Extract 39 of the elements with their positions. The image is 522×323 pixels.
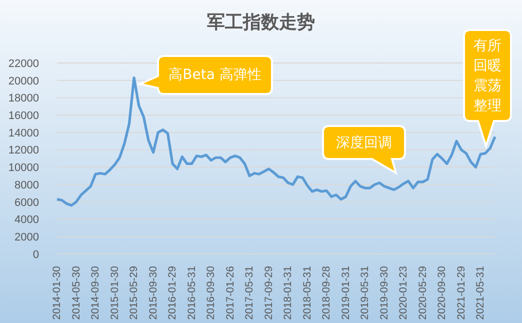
y-tick-label: 22000 (8, 58, 39, 70)
x-tick-label: 2021-01-29 (455, 266, 468, 320)
y-tick-label: 6000 (14, 196, 39, 209)
x-tick-label: 2020-01-23 (398, 266, 410, 320)
x-tick-label: 2014-01-30 (51, 266, 63, 320)
x-tick-label: 2015-09-30 (147, 266, 160, 320)
annotation: 有所回暖震荡整理 (474, 36, 502, 116)
x-tick-label: 2019-05-31 (359, 266, 372, 320)
x-tick-label: 2021-05-31 (474, 266, 487, 320)
y-tick-label: 14000 (8, 127, 39, 140)
annotation: 深度回调 (336, 134, 392, 152)
x-tick-label: 2019-01-31 (340, 266, 352, 320)
x-tick-label: 2014-09-30 (90, 266, 102, 320)
y-tick-label: 8000 (14, 179, 39, 192)
y-tick-label: 10000 (8, 162, 39, 174)
y-tick-label: 4000 (14, 214, 39, 226)
x-tick-label: 2017-05-31 (244, 266, 256, 320)
y-tick-label: 16000 (8, 110, 39, 122)
x-tick-label: 2016-05-31 (186, 266, 198, 320)
x-tick-label: 2020-05-29 (416, 266, 429, 320)
x-tick-label: 2016-01-29 (166, 266, 179, 320)
x-tick-label: 2015-01-30 (108, 266, 121, 320)
y-tick-label: 20000 (8, 75, 39, 88)
x-tick-label: 2016-09-30 (205, 266, 218, 320)
y-tick-label: 2000 (14, 232, 39, 244)
y-tick-label: 18000 (8, 92, 39, 105)
x-tick-label: 2018-09-28 (320, 266, 333, 320)
chart-title: 军工指数走势 (206, 11, 316, 34)
x-tick-label: 2017-01-26 (224, 266, 236, 320)
x-tick-label: 2014-05-30 (70, 266, 82, 320)
y-tick-label: 12000 (8, 144, 39, 157)
y-tick-label: 0 (32, 248, 39, 261)
x-tick-label: 2020-09-30 (436, 266, 448, 320)
x-tick-label: 2018-05-31 (301, 266, 314, 320)
x-tick-label: 2019-09-30 (378, 266, 390, 320)
x-tick-label: 2015-05-29 (128, 266, 140, 320)
annotation: 高Beta 高弹性 (168, 66, 262, 85)
x-tick-label: 2017-09-29 (262, 266, 275, 320)
x-tick-label: 2018-01-31 (282, 266, 294, 320)
